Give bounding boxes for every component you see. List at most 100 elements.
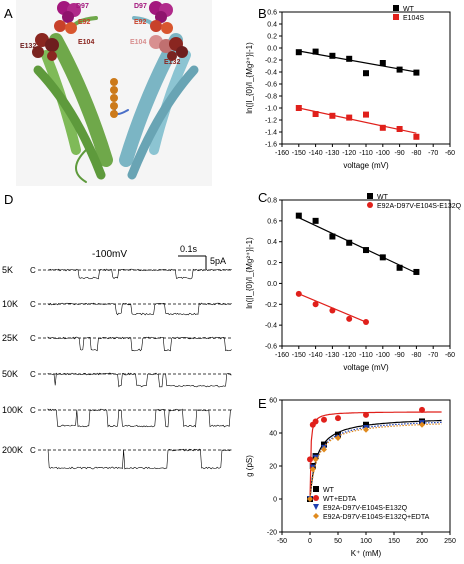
concentration-label: 25K — [2, 333, 18, 343]
series-1 — [295, 105, 420, 140]
data-point — [363, 426, 369, 433]
legend: WT E92A-D97V-E104S-E132Q — [367, 193, 462, 210]
data-point — [346, 114, 353, 121]
data-point — [329, 233, 336, 240]
chart-b-plot: -160 -150 -140 -130 -120 -110 -100 -90 -80 -70 -60… — [245, 5, 455, 170]
x-tick-label: -100 — [376, 150, 390, 157]
data-point — [321, 441, 327, 448]
legend-marker — [367, 193, 373, 199]
d97-spheres-right — [149, 1, 173, 23]
data-point — [396, 126, 403, 132]
data-point — [419, 406, 425, 413]
x-axis-label: voltage (mV) — [343, 363, 389, 372]
y-tick-label: -1.0 — [265, 106, 277, 113]
chart-b-voltage-dependence: -160 -150 -140 -130 -120 -110 -100 -90 -80 -70 -60… — [245, 5, 455, 170]
x-axis-label: K⁺ (mM) — [351, 549, 382, 558]
trace-row-25K: 25K C — [2, 333, 232, 352]
data-point — [363, 421, 369, 428]
y-tick-label: 40 — [269, 431, 277, 438]
current-trace — [47, 372, 232, 388]
x-tick-label: -60 — [445, 352, 455, 359]
data-point — [363, 111, 369, 118]
data-point — [346, 55, 353, 62]
data-point — [363, 319, 369, 326]
data-point — [379, 254, 386, 261]
time-scale-label: 0.1s — [180, 244, 198, 254]
y-tick-label: 0 — [273, 497, 277, 504]
x-tick-label: -150 — [292, 150, 306, 157]
y-tick-group: -20 0 20 40 60 — [267, 398, 282, 537]
data-point — [379, 60, 386, 66]
data-point — [312, 418, 319, 425]
y-tick-group: -0.6 -0.4 -0.2 0.0 0.2 0.4 0.6 0.8 — [265, 198, 282, 351]
series-0 — [295, 48, 420, 77]
y-axis-label: g (pS) — [245, 455, 254, 477]
x-tick-label: -110 — [359, 150, 373, 157]
data-point — [363, 70, 369, 77]
y-tick-label: -0.2 — [265, 302, 277, 309]
y-tick-label: 0.6 — [267, 10, 277, 17]
x-tick-label: -130 — [325, 352, 339, 359]
plot-frame — [281, 11, 451, 145]
data-point — [295, 290, 302, 297]
x-tick-label: -130 — [325, 150, 339, 157]
chart-e-plot: -50 0 50 100 150 200 250 -20 0 20 40 60 K⁺ (mM) g (pS… — [245, 398, 456, 559]
trace-row-200K: 200K C — [2, 445, 232, 470]
y-tick-label: -0.4 — [265, 323, 277, 330]
label-e92-left: E92 — [78, 19, 91, 26]
data-point — [413, 133, 420, 140]
y-tick-label: -1.6 — [265, 142, 277, 149]
y-tick-label: 20 — [269, 464, 277, 471]
data-point — [295, 49, 302, 56]
legend-entry: WT — [377, 194, 389, 201]
current-scale-label: 5pA — [210, 256, 226, 266]
legend-marker — [313, 513, 319, 519]
x-tick-label: -160 — [275, 150, 289, 157]
x-tick-label: -120 — [342, 352, 356, 359]
y-tick-label: -1.2 — [265, 118, 277, 125]
y-tick-label: -0.8 — [265, 94, 277, 101]
legend-entry: E92A-D97V-E104S-E132Q — [377, 203, 462, 210]
x-tick-label: -70 — [428, 352, 438, 359]
series-1 — [295, 290, 369, 326]
x-tick-label: -160 — [275, 352, 289, 359]
data-point — [396, 66, 403, 73]
current-trace — [47, 268, 232, 280]
current-trace — [47, 302, 232, 316]
y-tick-label: 0.8 — [267, 198, 277, 205]
data-point — [295, 212, 302, 219]
legend-entry: E104S — [403, 15, 424, 22]
y-tick-label: 0.2 — [267, 260, 277, 267]
data-point — [329, 112, 336, 119]
closed-level-label: C — [30, 446, 36, 455]
x-tick-label: -150 — [292, 352, 306, 359]
concentration-label: 100K — [2, 405, 23, 415]
panel-letter-d: D — [4, 192, 14, 207]
data-point — [363, 247, 369, 254]
legend-entry: WT — [323, 487, 335, 494]
x-tick-label: -50 — [277, 538, 287, 545]
data-point — [307, 456, 313, 463]
trace-row-100K: 100K C — [2, 405, 232, 428]
data-point — [312, 111, 319, 117]
channel-structure-illustration: D97 E92 E104 E132 D97 E92 E104 E132 — [16, 0, 212, 186]
fit-curve — [309, 411, 442, 500]
legend-entry: E92A-D97V-E104S-E132Q+EDTA — [323, 514, 430, 521]
legend: WT E104S — [393, 5, 424, 22]
x-tick-label: -140 — [309, 352, 323, 359]
x-tick-label: -70 — [428, 150, 438, 157]
x-tick-label: -100 — [376, 352, 390, 359]
x-tick-label: 150 — [388, 538, 400, 545]
x-tick-label: -90 — [395, 352, 405, 359]
x-tick-label: -120 — [342, 150, 356, 157]
panel-letter-c: C — [258, 190, 268, 205]
series-3 — [307, 421, 442, 502]
d97-spheres-left — [57, 1, 81, 23]
x-tick-group: -160 -150 -140 -130 -120 -110 -100 -90 -80 -70 -60 — [275, 346, 455, 359]
concentration-label: 5K — [2, 265, 13, 275]
data-point — [346, 239, 353, 246]
y-tick-label: 0.6 — [267, 218, 277, 225]
label-e104-right: E104 — [130, 39, 146, 46]
current-trace — [47, 336, 232, 352]
